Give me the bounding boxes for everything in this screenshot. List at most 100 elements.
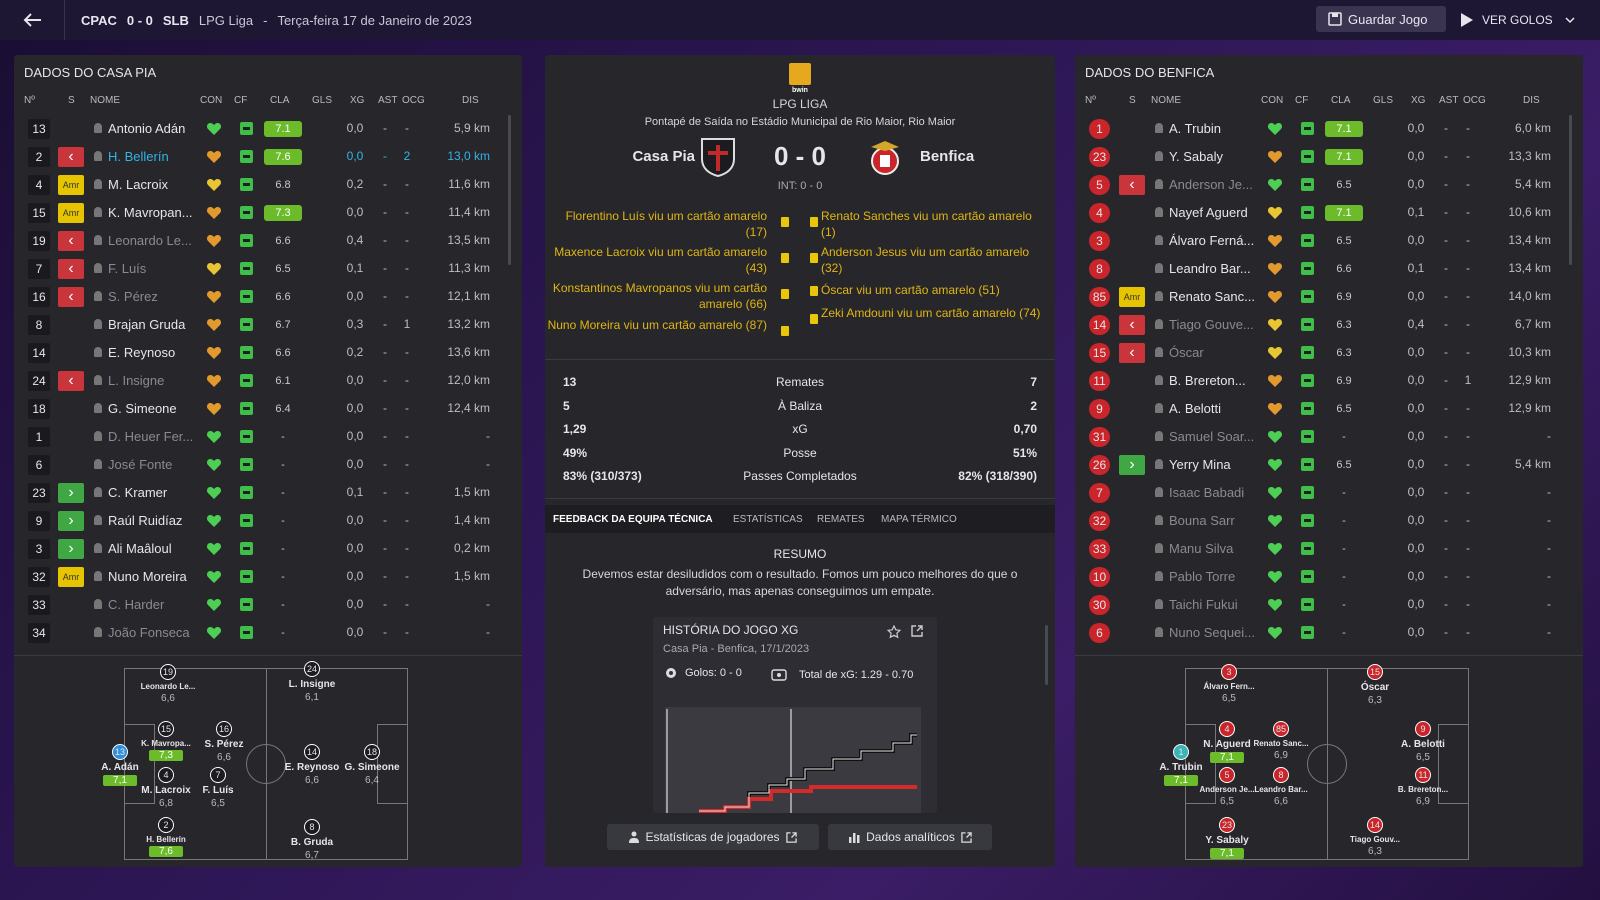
col-xg[interactable]: XG: [1411, 95, 1426, 106]
casa-pia-crest-icon[interactable]: [700, 137, 736, 177]
col-xg[interactable]: XG: [350, 95, 365, 106]
player-name[interactable]: M. Lacroix: [108, 177, 168, 192]
col-dis[interactable]: DIS: [1523, 95, 1540, 106]
player-name[interactable]: Yerry Mina: [1169, 457, 1231, 472]
player-row[interactable]: 33 Manu Silva - 0,0 - - -: [1075, 535, 1565, 563]
pitch-player[interactable]: 5 Anderson Je... 6,5: [1192, 767, 1262, 807]
player-row[interactable]: 30 Taichi Fukui - 0,0 - - -: [1075, 591, 1565, 619]
player-name[interactable]: B. Brereton...: [1169, 373, 1246, 388]
pitch-player[interactable]: 85 Renato Sanc... 6,9: [1246, 721, 1316, 761]
col-name[interactable]: NOME: [90, 95, 120, 106]
pitch-player[interactable]: 3 Álvaro Fern... 6,5: [1194, 664, 1264, 704]
player-row[interactable]: 19 ‹ Leonardo Le... 6.6 0,4 - - 13,5 km: [14, 227, 504, 255]
xg-timeline-chart[interactable]: [665, 707, 921, 813]
player-name[interactable]: Nuno Moreira: [108, 569, 187, 584]
player-row[interactable]: 5 ‹ Anderson Je... 6.5 0,0 - - 5,4 km: [1075, 171, 1565, 199]
tab-shots[interactable]: REMATES: [817, 514, 865, 525]
pitch-player[interactable]: 24 L. Insigne 6,1: [277, 661, 347, 703]
player-row[interactable]: 16 ‹ S. Pérez 6.6 0,0 - - 12,1 km: [14, 283, 504, 311]
analytics-button[interactable]: Dados analíticos: [828, 824, 992, 850]
player-row[interactable]: 7 ‹ F. Luís 6.5 0,1 - - 11,3 km: [14, 255, 504, 283]
player-row[interactable]: 31 Samuel Soar... - 0,0 - - -: [1075, 423, 1565, 451]
col-con[interactable]: CON: [1261, 95, 1284, 106]
pitch-player[interactable]: 23 Y. Sabaly 7,1: [1192, 817, 1262, 859]
player-row[interactable]: 14 E. Reynoso 6.6 0,2 - - 13,6 km: [14, 339, 504, 367]
player-row[interactable]: 6 José Fonte - 0,0 - - -: [14, 451, 504, 479]
view-goals-button[interactable]: VER GOLOS: [1460, 6, 1592, 34]
player-row[interactable]: 6 Nuno Sequei... - 0,0 - - -: [1075, 619, 1565, 647]
tab-heatmap[interactable]: MAPA TÉRMICO: [881, 514, 957, 525]
player-row[interactable]: 1 D. Heuer Fer... - 0,0 - - -: [14, 423, 504, 451]
player-name[interactable]: C. Harder: [108, 597, 165, 612]
player-row[interactable]: 34 João Fonseca - 0,0 - - -: [14, 619, 504, 647]
player-name[interactable]: José Fonte: [108, 457, 173, 472]
tab-feedback[interactable]: FEEDBACK DA EQUIPA TÉCNICA: [553, 514, 713, 525]
save-game-button[interactable]: Guardar Jogo: [1316, 6, 1446, 32]
col-gls[interactable]: GLS: [1373, 95, 1394, 106]
col-ocg[interactable]: OCG: [1463, 95, 1486, 106]
pitch-player[interactable]: 16 S. Pérez 6,6: [189, 721, 259, 763]
player-name[interactable]: Óscar: [1169, 345, 1204, 360]
player-name[interactable]: H. Bellerín: [108, 149, 169, 164]
player-name[interactable]: João Fonseca: [108, 625, 190, 640]
col-s[interactable]: S: [68, 95, 75, 106]
player-name[interactable]: Tiago Gouve...: [1169, 317, 1254, 332]
player-name[interactable]: Manu Silva: [1169, 541, 1234, 556]
player-name[interactable]: A. Belotti: [1169, 401, 1222, 416]
player-name[interactable]: C. Kramer: [108, 485, 168, 500]
player-row[interactable]: 2 ‹ H. Bellerín 7.6 0,0 - 2 13,0 km: [14, 143, 504, 171]
player-row[interactable]: 23 › C. Kramer - 0,1 - - 1,5 km: [14, 479, 504, 507]
col-ast[interactable]: AST: [378, 95, 398, 106]
player-name[interactable]: Nayef Aguerd: [1169, 205, 1248, 220]
player-row[interactable]: 9 › Raúl Ruidíaz - 0,0 - - 1,4 km: [14, 507, 504, 535]
player-name[interactable]: Ali Maâloul: [108, 541, 172, 556]
col-ocg[interactable]: OCG: [402, 95, 425, 106]
player-name[interactable]: K. Mavropan...: [108, 205, 193, 220]
pitch-player[interactable]: 7 F. Luís 6,5: [183, 767, 253, 809]
back-button[interactable]: [0, 0, 64, 40]
player-row[interactable]: 26 › Yerry Mina 6.5 0,0 - - 5,4 km: [1075, 451, 1565, 479]
pitch-player[interactable]: 9 A. Belotti 6,5: [1388, 721, 1458, 763]
player-row[interactable]: 14 ‹ Tiago Gouve... 6.3 0,4 - - 6,7 km: [1075, 311, 1565, 339]
player-name[interactable]: Leandro Bar...: [1169, 261, 1251, 276]
tab-statistics[interactable]: ESTATÍSTICAS: [733, 514, 803, 525]
pitch-player[interactable]: 4 N. Aguerd 7,1: [1192, 721, 1262, 763]
scrollbar[interactable]: [1569, 115, 1572, 265]
player-name[interactable]: E. Reynoso: [108, 345, 176, 360]
col-gls[interactable]: GLS: [312, 95, 333, 106]
player-name[interactable]: Leonardo Le...: [108, 233, 192, 248]
benfica-crest-icon[interactable]: [867, 137, 903, 177]
chevron-down-icon[interactable]: [1565, 16, 1575, 24]
pitch-player[interactable]: 18 G. Simeone 6,4: [337, 744, 407, 786]
player-name[interactable]: Nuno Sequei...: [1169, 625, 1255, 640]
col-cla[interactable]: CLA: [1331, 95, 1351, 106]
expand-icon[interactable]: [911, 625, 923, 637]
player-row[interactable]: 11 B. Brereton... 6.9 0,0 - 1 12,9 km: [1075, 367, 1565, 395]
player-name[interactable]: L. Insigne: [108, 373, 165, 388]
player-row[interactable]: 24 ‹ L. Insigne 6.1 0,0 - - 12,0 km: [14, 367, 504, 395]
player-row[interactable]: 23 Y. Sabaly 7.1 0,0 - - 13,3 km: [1075, 143, 1565, 171]
player-name[interactable]: Anderson Je...: [1169, 177, 1253, 192]
header-league[interactable]: LPG Liga: [198, 12, 254, 28]
player-name[interactable]: Álvaro Ferná...: [1169, 233, 1255, 248]
player-name[interactable]: F. Luís: [108, 261, 147, 276]
player-name[interactable]: Renato Sanc...: [1169, 289, 1255, 304]
col-cla[interactable]: CLA: [270, 95, 290, 106]
star-icon[interactable]: [887, 625, 901, 639]
player-row[interactable]: 15 Amr K. Mavropan... 7.3 0,0 - - 11,4 km: [14, 199, 504, 227]
player-name[interactable]: Taichi Fukui: [1169, 597, 1238, 612]
pitch-player[interactable]: 8 B. Gruda 6,7: [277, 819, 347, 861]
player-name[interactable]: D. Heuer Fer...: [108, 429, 194, 444]
player-name[interactable]: Brajan Gruda: [108, 317, 186, 332]
player-row[interactable]: 9 A. Belotti 6.5 0,0 - - 12,9 km: [1075, 395, 1565, 423]
player-name[interactable]: A. Trubin: [1169, 121, 1222, 136]
player-name[interactable]: Antonio Adán: [108, 121, 186, 136]
col-no[interactable]: Nº: [24, 95, 35, 106]
pitch-player[interactable]: 15 K. Mavropa... 7,3: [131, 721, 201, 761]
away-team-name[interactable]: Benfica: [920, 148, 975, 165]
pitch-player[interactable]: 13 A. Adán 7,1: [85, 744, 155, 786]
col-ast[interactable]: AST: [1439, 95, 1459, 106]
pitch-player[interactable]: 1 A. Trubin 7,1: [1146, 744, 1216, 786]
pitch-player[interactable]: 11 B. Brereton... 6,9: [1388, 767, 1458, 807]
pitch-player[interactable]: 14 E. Reynoso 6,6: [277, 744, 347, 786]
